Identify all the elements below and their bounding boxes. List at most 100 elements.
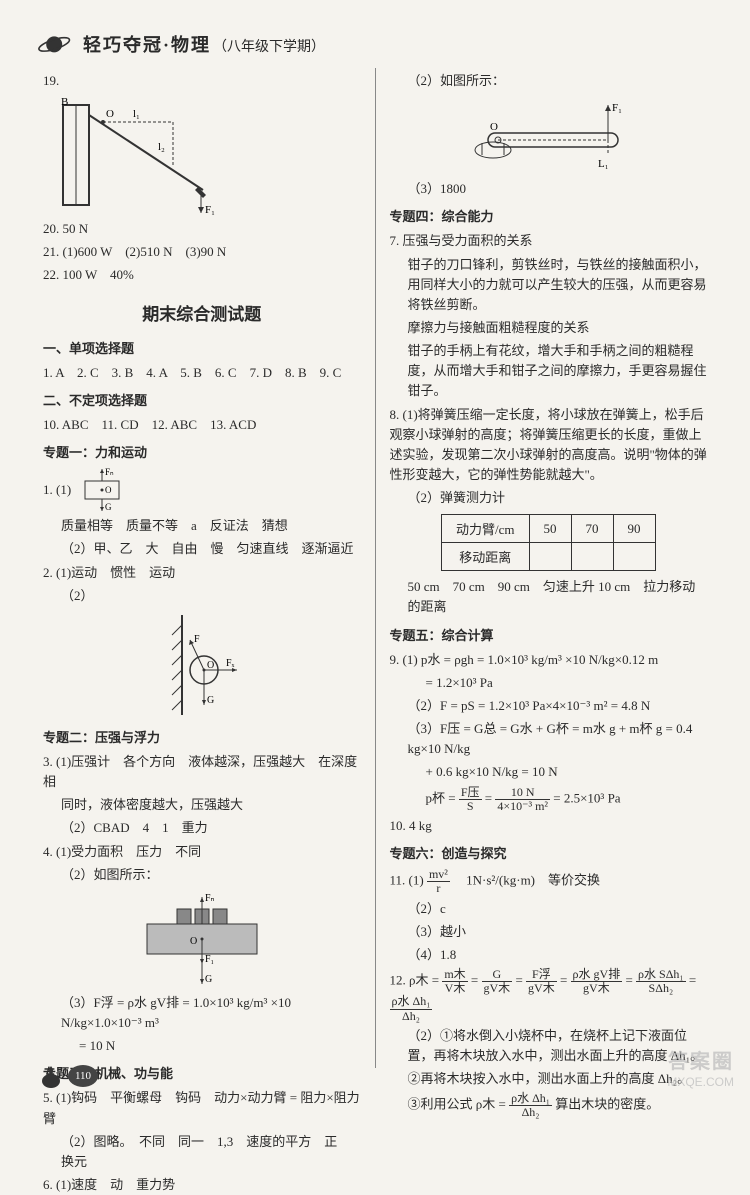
footer-icon <box>40 1063 62 1089</box>
table-cell: 动力臂/cm <box>442 515 530 543</box>
t2-4c: （3）F浮 = ρ水 gV排 = 1.0×10³ kg/m³ ×10 N/kg×… <box>43 993 361 1033</box>
t4-7c: 摩擦力与接触面粗糙程度的关系 <box>390 318 708 338</box>
svg-text:l₂: l₂ <box>158 141 165 153</box>
t1-1-row: 1. (1) O Fₙ G <box>43 467 361 513</box>
t1-1b: （2）甲、乙 大 自由 慢 匀速直线 逐渐逼近 <box>43 539 361 559</box>
t2-3a2: 同时，液体密度越大，压强越大 <box>43 795 361 815</box>
t6-12d: ③利用公式 ρ木 = ρ水 Δh₁Δh₂ 算出木块的密度。 <box>390 1092 708 1119</box>
title-block: 轻巧夺冠·物理 （八年级下学期） <box>83 31 325 57</box>
table-cell <box>613 543 655 571</box>
table-cell: 移动距离 <box>442 543 530 571</box>
watermark: 答案圈 MXQE.COM <box>667 1049 734 1091</box>
q22: 22. 100 W 40% <box>43 265 361 285</box>
t5-9c2: + 0.6 kg×10 N/kg = 10 N <box>390 762 708 782</box>
svg-text:O: O <box>190 936 197 947</box>
planet-icon <box>35 30 75 58</box>
t4-8a: 8. (1)将弹簧压缩一定长度，将小球放在弹簧上，松手后观察小球弹射的高度；将弹… <box>390 405 708 486</box>
t6-11a: 11. (1) mv²r 1N·s²/(kg·m) 等价交换 <box>390 868 708 895</box>
t6-12c: ②再将木块按入水中，测出水面上升的高度 Δh₂。 <box>390 1069 708 1089</box>
t4-8b: （2）弹簧测力计 <box>390 488 708 508</box>
table-cell <box>529 543 571 571</box>
svg-text:F: F <box>194 634 200 645</box>
t5-10: 10. 4 kg <box>390 816 708 836</box>
r-2-figure: O F₁ L₁ <box>458 95 638 175</box>
t6-11b: （2）c <box>390 899 708 919</box>
topic-6-title: 专题六：创造与探究 <box>390 844 708 864</box>
q19-figure: O l₁ l₂ B F₁ <box>53 95 223 215</box>
t5-9c: （3）F压 = G总 = G水 + G杯 = m水 g + m杯 g = 0.4… <box>390 719 708 759</box>
t1-2: 2. (1)运动 惯性 运动 <box>43 563 361 583</box>
t1-2b: （2） <box>43 586 361 606</box>
topic-1-title: 专题一：力和运动 <box>43 443 361 463</box>
topic-5-title: 专题五：综合计算 <box>390 626 708 646</box>
exam-title: 期末综合测试题 <box>43 300 361 325</box>
section-2-title: 二、不定项选择题 <box>43 391 361 411</box>
left-column: 19. O l₁ l₂ B F₁ 20. 50 N 21. (1)600 W (… <box>35 68 376 1068</box>
table-cell <box>571 543 613 571</box>
t2-3a: 3. (1)压强计 各个方向 液体越深，压强越大 在深度相 <box>43 752 361 792</box>
q19-label: 19. <box>43 71 361 91</box>
table-cell: 90 <box>613 515 655 543</box>
svg-text:O: O <box>490 121 498 133</box>
page-number-bubble: 110 <box>68 1065 98 1087</box>
svg-text:l₁: l₁ <box>133 108 140 120</box>
page-footer: 110 <box>40 1063 98 1089</box>
t6-11d: （4）1.8 <box>390 945 708 965</box>
svg-text:F₁: F₁ <box>205 204 215 215</box>
mc-answers: 1. A 2. C 3. B 4. A 5. B 6. C 7. D 8. B … <box>43 363 361 383</box>
title-sub: （八年级下学期） <box>213 36 325 56</box>
t5-9a2: = 1.2×10³ Pa <box>390 673 708 693</box>
q21: 21. (1)600 W (2)510 N (3)90 N <box>43 242 361 262</box>
svg-text:G: G <box>105 502 112 512</box>
t2-4b: （2）如图所示： <box>43 865 361 885</box>
table-note: 50 cm 70 cm 90 cm 匀速上升 10 cm 拉力移动的距离 <box>390 577 708 617</box>
r-2: （2）如图所示： <box>390 71 708 91</box>
right-column: （2）如图所示： O F₁ L₁ （3）1800 专题四：综合能力 7. 压强与… <box>376 68 716 1068</box>
svg-text:L₁: L₁ <box>598 158 609 170</box>
svg-text:F₁: F₁ <box>612 102 622 114</box>
t3-6: 6. (1)速度 动 重力势 <box>43 1175 361 1195</box>
t1-2-figure: O F Fₓ G <box>142 610 262 720</box>
t2-4a: 4. (1)受力面积 压力 不同 <box>43 842 361 862</box>
svg-text:G: G <box>207 695 214 706</box>
page-number: 110 <box>75 1070 91 1082</box>
topic-2-title: 专题二：压强与浮力 <box>43 728 361 748</box>
section-1-title: 一、单项选择题 <box>43 339 361 359</box>
t1-1a: 质量相等 质量不等 a 反证法 猜想 <box>43 516 361 536</box>
t5-9b: （2）F = pS = 1.2×10³ Pa×4×10⁻³ m² = 4.8 N <box>390 696 708 716</box>
svg-text:O: O <box>207 660 214 671</box>
svg-text:O: O <box>106 108 114 120</box>
t5-9a: 9. (1) p水 = ρgh = 1.0×10³ kg/m³ ×10 N/kg… <box>390 650 708 670</box>
svg-text:G: G <box>205 974 212 985</box>
t4-7a: 7. 压强与受力面积的关系 <box>390 231 708 251</box>
t1-1-figure: O Fₙ G <box>77 467 127 513</box>
watermark-top: 答案圈 <box>667 1049 734 1075</box>
svg-text:F₁: F₁ <box>205 954 214 965</box>
title-main: 轻巧夺冠·物理 <box>83 31 211 57</box>
table-cell: 70 <box>571 515 613 543</box>
svg-text:O: O <box>105 485 112 495</box>
t4-7b: 钳子的刀口锋利，剪铁丝时，与铁丝的接触面积小，用同样大小的力就可以产生较大的压强… <box>390 255 708 315</box>
svg-text:Fₙ: Fₙ <box>105 467 114 477</box>
page-header: 轻巧夺冠·物理 （八年级下学期） <box>35 30 715 58</box>
t2-4c-result: = 10 N <box>43 1036 361 1056</box>
t1-1-label: 1. (1) <box>43 480 71 500</box>
content-columns: 19. O l₁ l₂ B F₁ 20. 50 N 21. (1)600 W (… <box>35 68 715 1068</box>
watermark-bottom: MXQE.COM <box>667 1075 734 1091</box>
data-table: 动力臂/cm 50 70 90 移动距离 <box>441 514 656 571</box>
topic-4-title: 专题四：综合能力 <box>390 207 708 227</box>
t6-12b: （2）①将水倒入小烧杯中，在烧杯上记下液面位置，再将木块放入水中，测出水面上升的… <box>390 1026 708 1066</box>
t2-3b: （2）CBAD 4 1 重力 <box>43 818 361 838</box>
t5-9d: p杯 = F压S = 10 N4×10⁻³ m² = 2.5×10³ Pa <box>390 786 708 813</box>
svg-text:Fₙ: Fₙ <box>205 893 215 904</box>
t4-7d: 钳子的手柄上有花纹，增大手和手柄之间的粗糙程度，从而增大手和钳子之间的摩擦力，手… <box>390 341 708 401</box>
t3-5b: （2）图略。 不同 同一 1,3 速度的平方 正 换元 <box>43 1132 361 1172</box>
table-row: 动力臂/cm 50 70 90 <box>442 515 656 543</box>
q20: 20. 50 N <box>43 219 361 239</box>
t6-11c: （3）越小 <box>390 922 708 942</box>
svg-text:Fₓ: Fₓ <box>226 658 235 669</box>
table-cell: 50 <box>529 515 571 543</box>
r-3: （3）1800 <box>390 179 708 199</box>
t2-4-figure: O Fₙ F₁ G <box>127 889 277 989</box>
t6-12a: 12. ρ木 = m木V木 = GgV木 = F浮gV木 = ρ水 gV排gV木… <box>390 968 708 1023</box>
